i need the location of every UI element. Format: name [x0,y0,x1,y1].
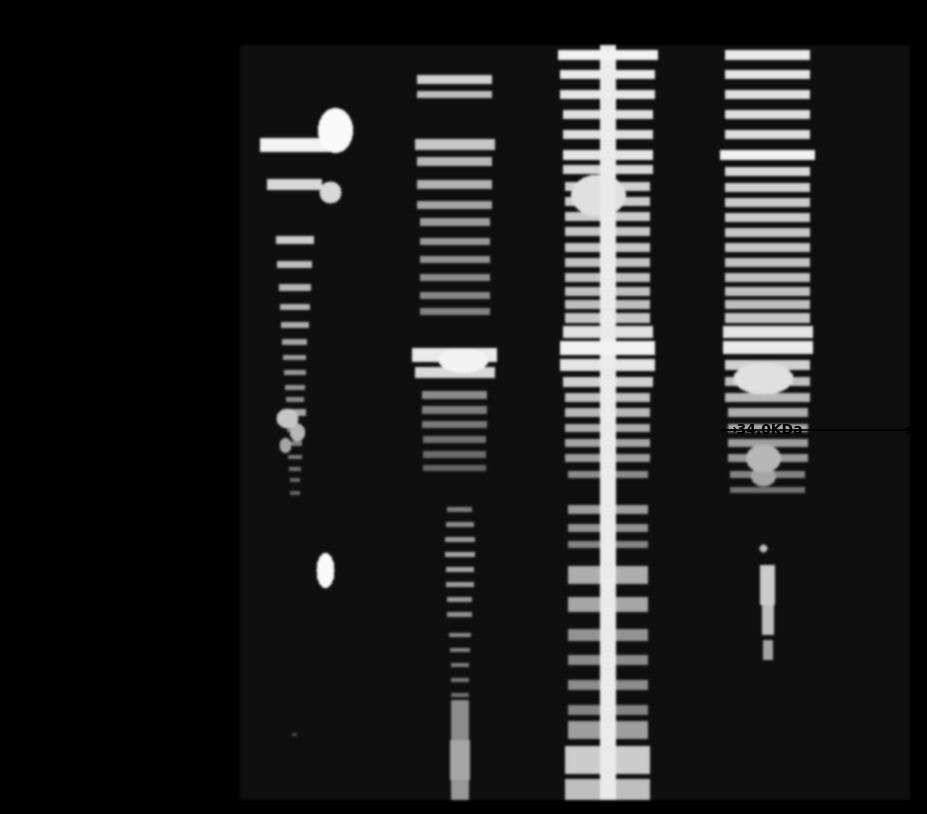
Text: 14.4KDa: 14.4KDa [5,694,112,716]
Text: 1: 1 [299,10,321,41]
Text: 27.0KDa: 27.0KDa [5,429,112,451]
Text: 3: 3 [600,10,621,41]
Text: →34.0KDa: →34.0KDa [725,423,803,437]
Text: 45.0KDa: 45.0KDa [5,254,112,276]
Text: 66.2KDa: 66.2KDa [5,179,112,201]
Text: 4: 4 [762,10,783,41]
Text: 35.0KDa: 35.0KDa [5,379,112,401]
Text: 18.8KDa: 18.8KDa [5,554,112,576]
Text: 2: 2 [441,10,463,41]
Text: 94.4KDa: 94.4KDa [5,129,112,151]
